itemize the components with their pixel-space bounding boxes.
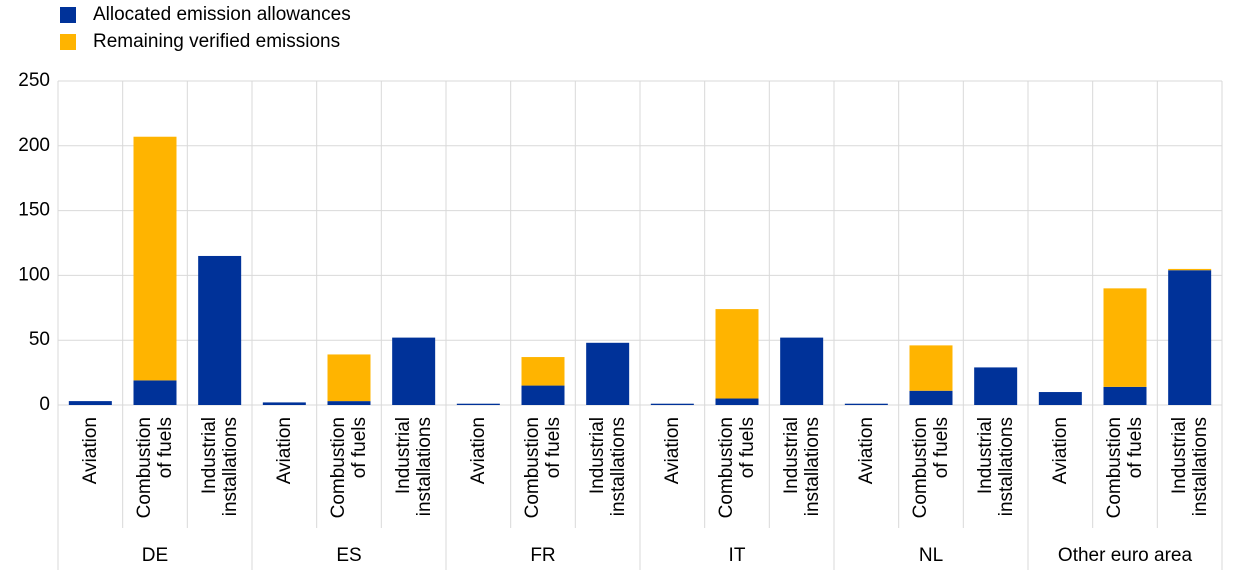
group-label: ES <box>336 545 361 566</box>
x-tick-label: Combustion of fuels <box>319 417 379 529</box>
x-tick-label: Aviation <box>642 417 702 529</box>
x-tick-label: Industrial installations <box>578 417 638 529</box>
x-tick-label: Combustion of fuels <box>1095 417 1155 529</box>
bar-segment <box>650 403 694 405</box>
x-tick-text: Combustion of fuels <box>1104 417 1146 519</box>
x-tick-text: Aviation <box>467 417 489 485</box>
x-tick-text: Aviation <box>855 417 877 485</box>
x-tick-label: Aviation <box>836 417 896 529</box>
bar-segment <box>327 401 371 405</box>
bar-segment <box>909 390 953 405</box>
x-tick-text: Combustion of fuels <box>716 417 758 519</box>
bar-segment <box>133 380 177 405</box>
bar-segment <box>715 398 759 405</box>
x-tick-label: Industrial installations <box>384 417 444 529</box>
bar-segment <box>1038 392 1082 405</box>
x-tick-label: Combustion of fuels <box>707 417 767 529</box>
bar-segment <box>392 337 436 405</box>
bar-segment <box>780 337 824 405</box>
bar-segment <box>521 385 565 405</box>
bar-segment <box>1168 268 1212 271</box>
bar-segment <box>521 357 565 386</box>
bar-segment <box>715 309 759 399</box>
bar-segment <box>974 367 1018 405</box>
group-label: IT <box>729 545 746 566</box>
bar-segment <box>133 136 177 381</box>
x-tick-text: Industrial installations <box>1168 417 1211 517</box>
y-tick-label: 250 <box>18 70 50 91</box>
bar-segment <box>1103 386 1147 405</box>
bar-segment <box>68 401 112 405</box>
x-tick-text: Aviation <box>661 417 683 485</box>
legend-label: Allocated emission allowances <box>93 4 351 25</box>
bar-segment <box>456 403 500 405</box>
x-tick-label: Industrial installations <box>772 417 832 529</box>
x-tick-text: Industrial installations <box>974 417 1017 517</box>
bar-segment <box>198 255 242 405</box>
x-tick-label: Combustion of fuels <box>125 417 185 529</box>
group-label: NL <box>919 545 943 566</box>
y-tick-label: 100 <box>18 264 50 285</box>
bar-segment <box>909 345 953 391</box>
legend-swatch <box>60 34 76 50</box>
y-tick-label: 50 <box>29 329 50 350</box>
bar-segment <box>844 403 888 405</box>
x-tick-text: Industrial installations <box>392 417 435 517</box>
legend-swatch <box>60 7 76 23</box>
y-tick-label: 200 <box>18 135 50 156</box>
x-tick-label: Combustion of fuels <box>513 417 573 529</box>
x-tick-text: Industrial installations <box>586 417 629 517</box>
x-tick-label: Industrial installations <box>190 417 250 529</box>
x-tick-text: Combustion of fuels <box>134 417 176 519</box>
legend-label: Remaining verified emissions <box>93 31 340 52</box>
bar-segment <box>1168 270 1212 405</box>
x-tick-label: Combustion of fuels <box>901 417 961 529</box>
group-label: Other euro area <box>1058 545 1193 566</box>
bar-segment <box>327 354 371 402</box>
bar-segment <box>262 402 306 405</box>
bar-segment <box>1103 288 1147 387</box>
group-label: DE <box>142 545 168 566</box>
x-tick-label: Aviation <box>448 417 508 529</box>
x-tick-text: Aviation <box>1049 417 1071 485</box>
x-tick-label: Industrial installations <box>966 417 1026 529</box>
group-label: FR <box>530 545 555 566</box>
x-tick-text: Industrial installations <box>198 417 241 517</box>
x-tick-text: Combustion of fuels <box>910 417 952 519</box>
x-tick-label: Industrial installations <box>1160 417 1220 529</box>
x-tick-text: Industrial installations <box>780 417 823 517</box>
y-tick-label: 0 <box>39 394 50 415</box>
x-tick-text: Aviation <box>273 417 295 485</box>
x-tick-text: Combustion of fuels <box>328 417 370 519</box>
x-tick-text: Aviation <box>79 417 101 485</box>
x-tick-text: Combustion of fuels <box>522 417 564 519</box>
y-tick-label: 150 <box>18 200 50 221</box>
x-tick-label: Aviation <box>60 417 120 529</box>
bar-segment <box>586 342 630 405</box>
x-tick-label: Aviation <box>254 417 314 529</box>
x-tick-label: Aviation <box>1030 417 1090 529</box>
